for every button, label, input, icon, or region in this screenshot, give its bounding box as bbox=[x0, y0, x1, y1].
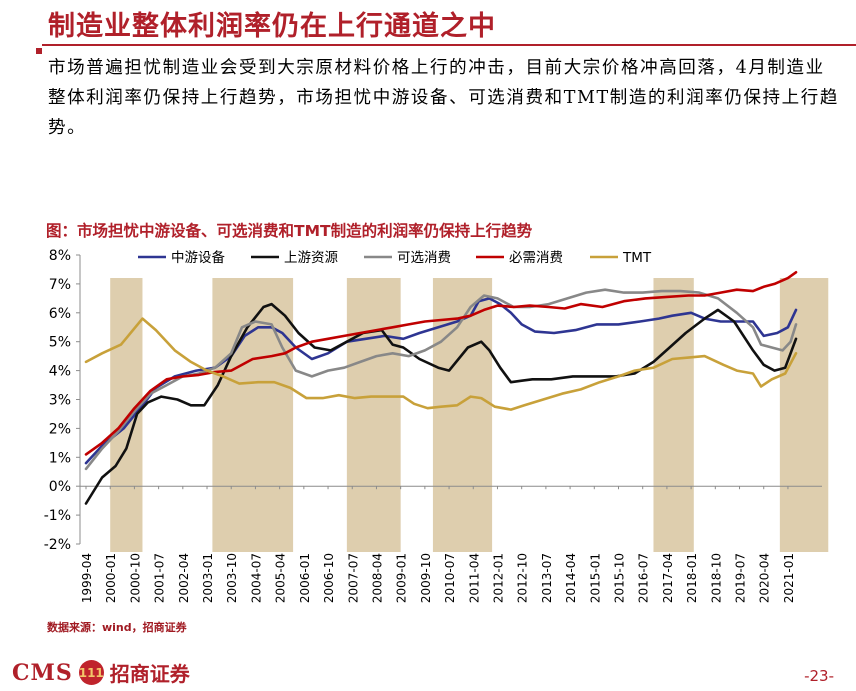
y-tick-label: 6% bbox=[49, 306, 71, 322]
x-tick-label: 2000-01 bbox=[104, 553, 118, 603]
x-tick-label: 2011-04 bbox=[467, 553, 481, 603]
x-tick-label: 2004-07 bbox=[249, 553, 263, 603]
legend-label-1: 上游资源 bbox=[284, 250, 338, 266]
x-tick-label: 2005-04 bbox=[274, 553, 288, 603]
x-tick-label: 2014-04 bbox=[564, 553, 578, 603]
logo-mark-icon: 111 bbox=[79, 660, 104, 685]
shaded-period-3 bbox=[432, 278, 493, 552]
x-tick-label: 2019-07 bbox=[734, 553, 748, 603]
x-tick-label: 2015-01 bbox=[588, 553, 602, 603]
x-tick-label: 2017-04 bbox=[661, 553, 675, 603]
y-tick-label: 4% bbox=[49, 364, 71, 380]
x-tick-label: 2003-10 bbox=[225, 553, 239, 603]
y-tick-label: -1% bbox=[44, 508, 71, 524]
x-tick-label: 2013-07 bbox=[540, 553, 554, 603]
shaded-period-2 bbox=[346, 278, 401, 552]
x-tick-label: 2010-07 bbox=[443, 553, 457, 603]
y-tick-label: -2% bbox=[44, 537, 71, 553]
y-tick-label: 7% bbox=[49, 277, 71, 293]
x-tick-label: 2018-10 bbox=[709, 553, 723, 603]
figure-caption: 图：市场担忧中游设备、可选消费和TMT制造的利润率仍保持上行趋势 bbox=[46, 222, 533, 240]
x-tick-label: 2009-10 bbox=[419, 553, 433, 603]
x-tick-label: 2016-07 bbox=[637, 553, 651, 603]
y-tick-label: 8% bbox=[49, 248, 71, 264]
company-logo: CMS 111 招商证券 bbox=[12, 658, 190, 687]
x-tick-label: 2006-10 bbox=[322, 553, 336, 603]
x-tick-label: 2020-04 bbox=[758, 553, 772, 603]
shaded-period-5 bbox=[779, 278, 829, 552]
y-tick-label: 0% bbox=[49, 479, 71, 495]
shaded-period-4 bbox=[653, 278, 694, 552]
series-line-1 bbox=[84, 302, 798, 505]
x-tick-label: 2021-01 bbox=[782, 553, 796, 603]
legend-label-4: TMT bbox=[622, 250, 652, 266]
x-tick-label: 2007-07 bbox=[346, 553, 360, 603]
x-tick-label: 2012-10 bbox=[516, 553, 530, 603]
y-tick-label: 2% bbox=[49, 421, 71, 437]
y-tick-label: 3% bbox=[49, 393, 71, 409]
legend-label-3: 必需消费 bbox=[509, 250, 563, 266]
legend-label-2: 可选消费 bbox=[397, 250, 451, 266]
series-line-4 bbox=[84, 317, 798, 411]
x-tick-label: 2015-10 bbox=[613, 553, 627, 603]
x-tick-label: 2018-01 bbox=[685, 553, 699, 603]
x-tick-label: 2003-01 bbox=[201, 553, 215, 603]
y-tick-label: 1% bbox=[49, 450, 71, 466]
logo-cms-text: CMS bbox=[12, 659, 73, 686]
y-tick-label: 5% bbox=[49, 335, 71, 351]
logo-company-name: 招商证券 bbox=[109, 662, 190, 686]
x-tick-label: 2008-04 bbox=[370, 553, 384, 603]
x-tick-label: 2000-10 bbox=[128, 553, 142, 603]
profit-margin-line-chart: 8% 7% 6% 5% 4% 3% 2% 1% 0% -1% -2% 1999-04 2000-01 20… bbox=[44, 248, 829, 603]
x-tick-label: 2006-01 bbox=[298, 553, 312, 603]
slide-title: 制造业整体利润率仍在上行通道之中 bbox=[48, 11, 496, 42]
x-tick-label: 2002-04 bbox=[177, 553, 191, 603]
x-tick-label: 1999-04 bbox=[80, 553, 94, 603]
x-tick-label: 2012-01 bbox=[491, 553, 505, 603]
x-tick-label: 2009-01 bbox=[395, 553, 409, 603]
summary-text: 市场普遍担忧制造业会受到大宗原材料价格上行的冲击，目前大宗价格冲高回落，4月制造… bbox=[48, 58, 839, 138]
legend-label-0: 中游设备 bbox=[171, 249, 225, 266]
title-rule bbox=[42, 44, 856, 46]
x-tick-label: 2001-07 bbox=[153, 553, 167, 603]
title-bullet-icon bbox=[36, 48, 42, 54]
source-note: 数据来源：wind，招商证券 bbox=[47, 621, 187, 634]
page-number: -23- bbox=[804, 667, 834, 685]
series-line-3 bbox=[84, 270, 798, 456]
